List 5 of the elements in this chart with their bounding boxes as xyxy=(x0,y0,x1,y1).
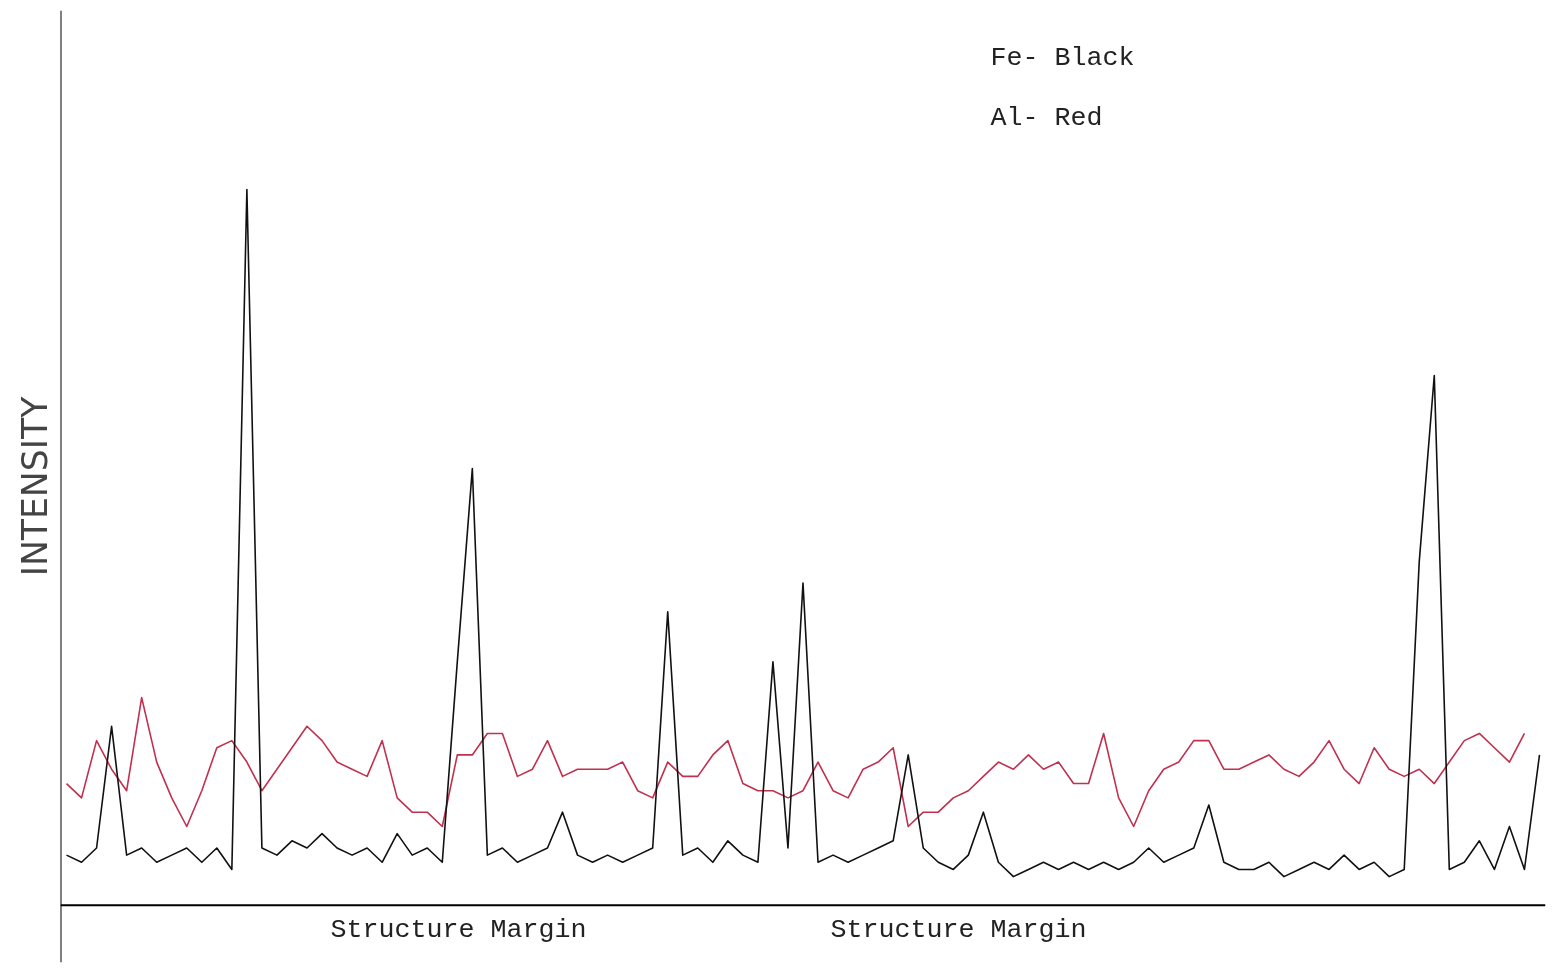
text: Structure Margin xyxy=(330,914,587,945)
text: Fe- Black xyxy=(990,42,1135,73)
y-axis-title: INTENSITY xyxy=(14,395,55,577)
text: Al- Red xyxy=(990,102,1103,133)
text: Structure Margin xyxy=(830,914,1087,945)
